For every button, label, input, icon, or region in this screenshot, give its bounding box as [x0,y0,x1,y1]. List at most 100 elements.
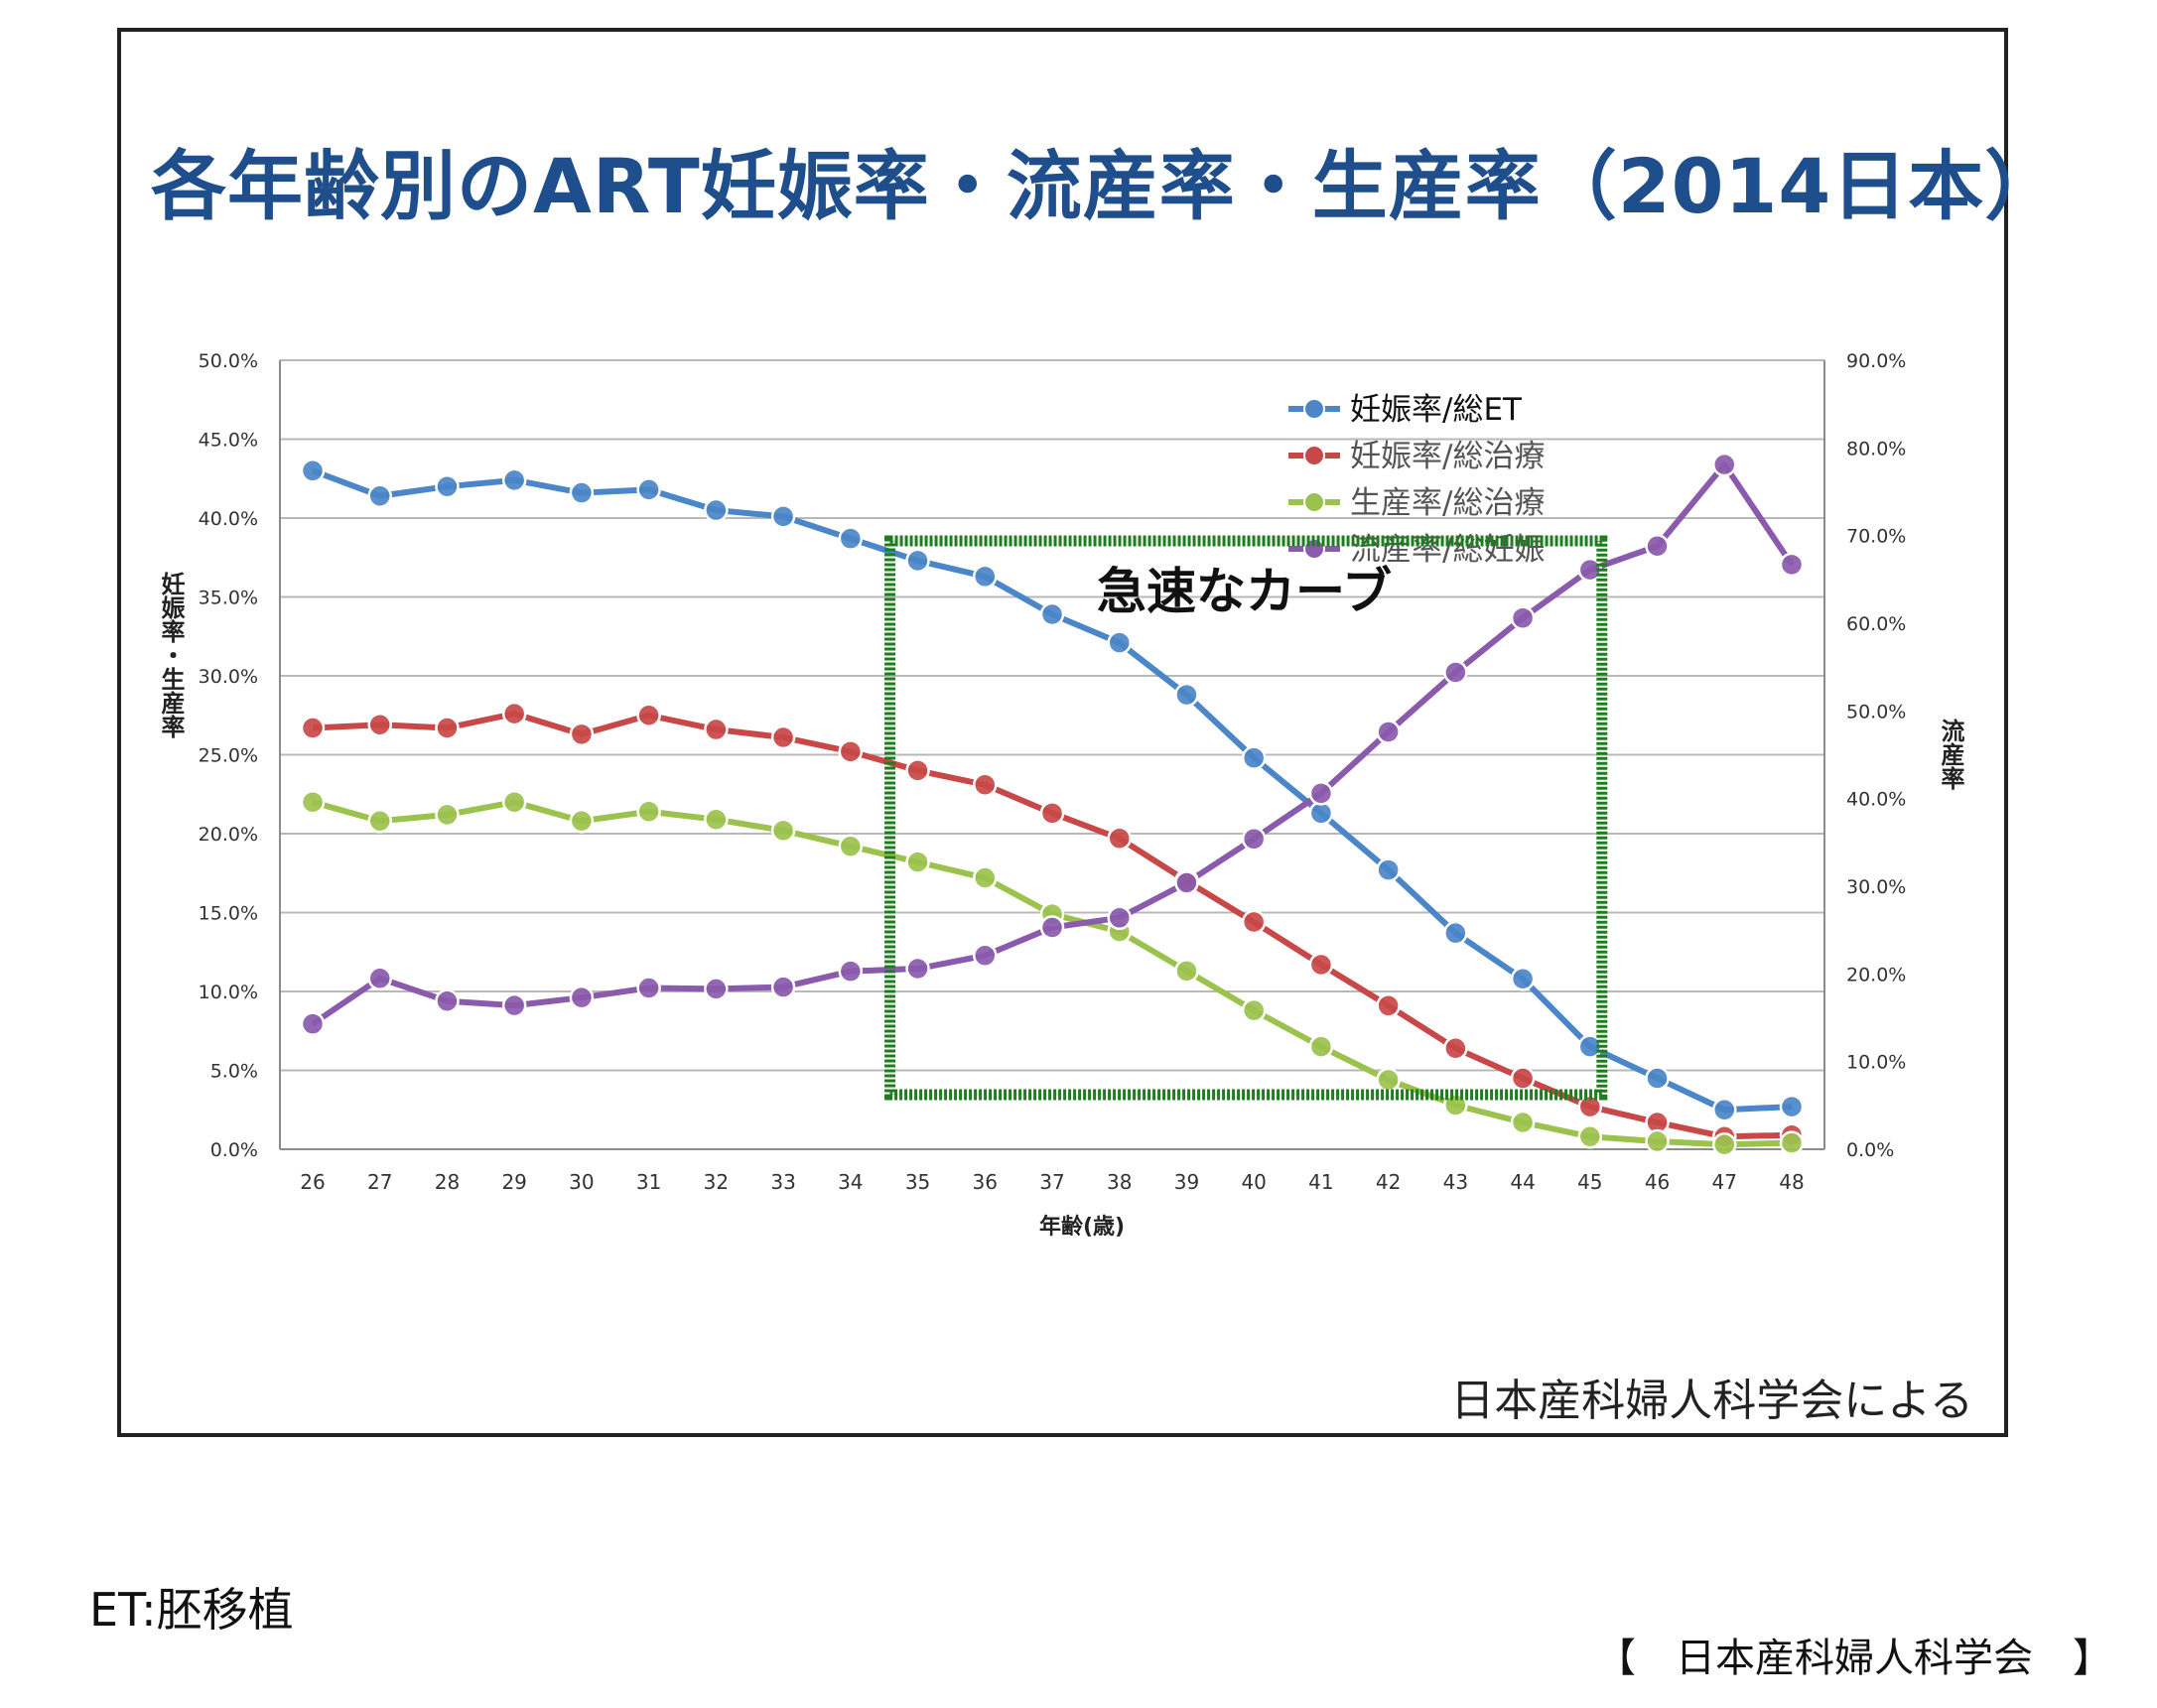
series-point-3 [838,959,864,984]
x-tick-label: 28 [435,1170,460,1194]
series-point-2 [367,809,392,834]
x-tick-label: 27 [367,1170,392,1194]
y2-axis-label: 流産率 [1937,719,1964,790]
legend-label: 妊娠率/総治療 [1350,439,1545,474]
y2-tick-label: 70.0% [1846,526,1906,548]
series-point-2 [1174,959,1199,984]
y-tick-label: 5.0% [210,1061,258,1083]
series-point-0 [1443,920,1468,946]
series-point-2 [1376,1067,1401,1093]
series-point-2 [1779,1130,1805,1155]
series-point-3 [704,977,729,1001]
series-point-0 [501,467,527,493]
series-point-3 [569,985,595,1010]
x-tick-label: 48 [1779,1170,1804,1194]
y2-tick-label: 0.0% [1846,1139,1894,1161]
series-point-2 [973,865,998,890]
series-point-0 [1174,682,1199,708]
series-point-1 [770,724,796,750]
series-point-2 [1510,1110,1536,1135]
chart-slide [117,28,2008,1437]
series-point-2 [1308,1034,1334,1059]
x-axis-label: 年齢(歳) [1039,1214,1125,1240]
series-point-1 [838,739,864,764]
annotation-text: 急速なカーブ [1097,563,1392,620]
x-tick-label: 44 [1510,1170,1535,1194]
series-point-0 [1107,630,1132,655]
x-tick-label: 36 [973,1170,998,1194]
series-point-1 [1510,1066,1536,1091]
series-point-1 [1039,801,1065,826]
series-point-1 [1308,952,1334,978]
series-point-1 [1241,909,1267,935]
legend-label: 生産率/総治療 [1350,485,1545,521]
series-point-0 [1712,1098,1737,1122]
series-point-1 [569,722,595,747]
x-tick-label: 40 [1241,1170,1266,1194]
y2-tick-label: 90.0% [1846,350,1906,372]
series-point-0 [1241,745,1267,770]
series-point-3 [1039,915,1065,940]
series-point-3 [1510,605,1536,630]
series-point-0 [704,497,729,523]
series-point-0 [1039,601,1065,627]
x-tick-label: 29 [501,1170,526,1194]
x-tick-label: 32 [704,1170,729,1194]
source-note: 日本産科婦人科学会による [1450,1376,1973,1426]
x-tick-label: 30 [569,1170,594,1194]
y-tick-label: 15.0% [199,903,258,925]
legend-marker [1303,445,1325,466]
series-point-3 [367,966,392,990]
series-point-2 [770,818,796,844]
series-point-1 [501,701,527,726]
y2-tick-label: 30.0% [1846,876,1906,898]
series-point-0 [905,548,930,574]
series-point-1 [636,703,661,727]
y2-tick-label: 10.0% [1846,1052,1906,1074]
series-point-3 [435,988,460,1013]
series-point-2 [569,809,595,834]
series-point-0 [300,459,326,483]
y2-tick-label: 50.0% [1846,701,1906,723]
series-point-3 [1443,660,1468,685]
x-tick-label: 41 [1308,1170,1333,1194]
x-tick-label: 31 [636,1170,661,1194]
y-tick-label: 40.0% [199,508,258,530]
series-point-2 [704,807,729,832]
x-tick-label: 34 [838,1170,863,1194]
series-point-1 [1376,993,1401,1018]
x-tick-label: 39 [1174,1170,1199,1194]
series-point-3 [1779,552,1805,578]
series-point-2 [636,799,661,824]
legend-marker [1303,491,1325,513]
series-point-3 [1712,452,1737,477]
y-tick-label: 0.0% [210,1139,258,1161]
x-tick-label: 42 [1376,1170,1401,1194]
x-tick-label: 35 [905,1170,930,1194]
series-point-0 [1779,1094,1805,1119]
series-line-0 [311,467,1793,1114]
x-tick-label: 45 [1577,1170,1602,1194]
series-point-2 [1645,1128,1670,1154]
series-point-0 [838,526,864,551]
series-point-2 [1241,997,1267,1023]
series-point-1 [973,772,998,797]
y-tick-label: 10.0% [199,982,258,1003]
series-point-2 [838,834,864,858]
legend-label: 妊娠率/総ET [1350,392,1523,428]
series-point-0 [1308,801,1334,826]
y2-tick-label: 40.0% [1846,789,1906,811]
series-point-3 [973,943,998,969]
series-point-1 [367,713,392,737]
y2-tick-label: 60.0% [1846,613,1906,635]
chart-title: 各年齢別のART妊娠率・流産率・生産率（2014日本） [151,142,2062,230]
x-tick-label: 37 [1039,1170,1064,1194]
x-tick-label: 46 [1645,1170,1670,1194]
series-point-2 [501,789,527,815]
highlight-box [884,535,1608,1101]
series-point-2 [1577,1124,1603,1149]
series-point-1 [435,716,460,740]
series-point-0 [1645,1066,1670,1091]
series-point-3 [501,992,527,1018]
